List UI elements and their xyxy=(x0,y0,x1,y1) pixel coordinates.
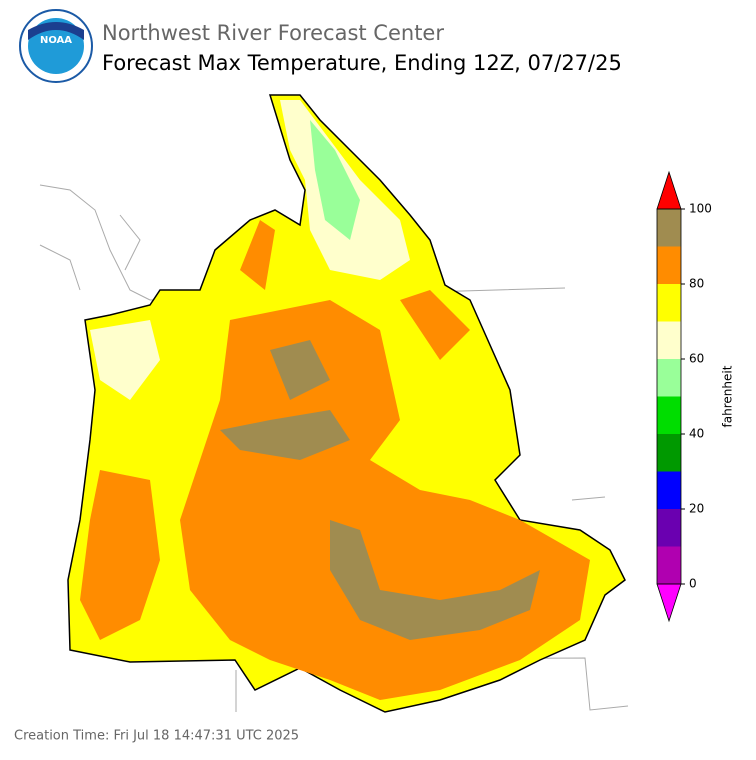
colorbar-bin xyxy=(657,509,681,547)
colorbar-bin xyxy=(657,471,681,509)
colorbar-label: fahrenheit xyxy=(721,365,735,427)
colorbar-bin xyxy=(657,209,681,247)
colorbar-frame xyxy=(656,208,682,585)
agency-name: Northwest River Forecast Center xyxy=(102,21,444,45)
colorbar-under xyxy=(656,583,682,623)
logo-text: NOAA xyxy=(40,35,72,46)
colorbar-tick-label: 80 xyxy=(689,277,704,291)
colorbar-tick-label: 0 xyxy=(689,577,697,591)
colorbar-bin xyxy=(657,321,681,359)
colorbar-bin xyxy=(657,246,681,284)
colorbar-tick-label: 100 xyxy=(689,202,712,216)
colorbar-bin xyxy=(657,396,681,434)
map xyxy=(39,94,629,713)
colorbar: 0 20 40 60 80 100 fahrenheit xyxy=(656,170,735,623)
colorbar-bin xyxy=(657,284,681,322)
colorbar-tick-label: 40 xyxy=(689,427,704,441)
creation-time: Creation Time: Fri Jul 18 14:47:31 UTC 2… xyxy=(14,729,299,744)
colorbar-over xyxy=(656,170,682,210)
map-title: Forecast Max Temperature, Ending 12Z, 07… xyxy=(102,51,622,75)
colorbar-bin xyxy=(657,546,681,584)
noaa-logo: NOAA xyxy=(19,9,93,83)
colorbar-bin xyxy=(657,359,681,397)
colorbar-tick-label: 60 xyxy=(689,352,704,366)
colorbar-bin xyxy=(657,434,681,472)
colorbar-tick-label: 20 xyxy=(689,502,704,516)
